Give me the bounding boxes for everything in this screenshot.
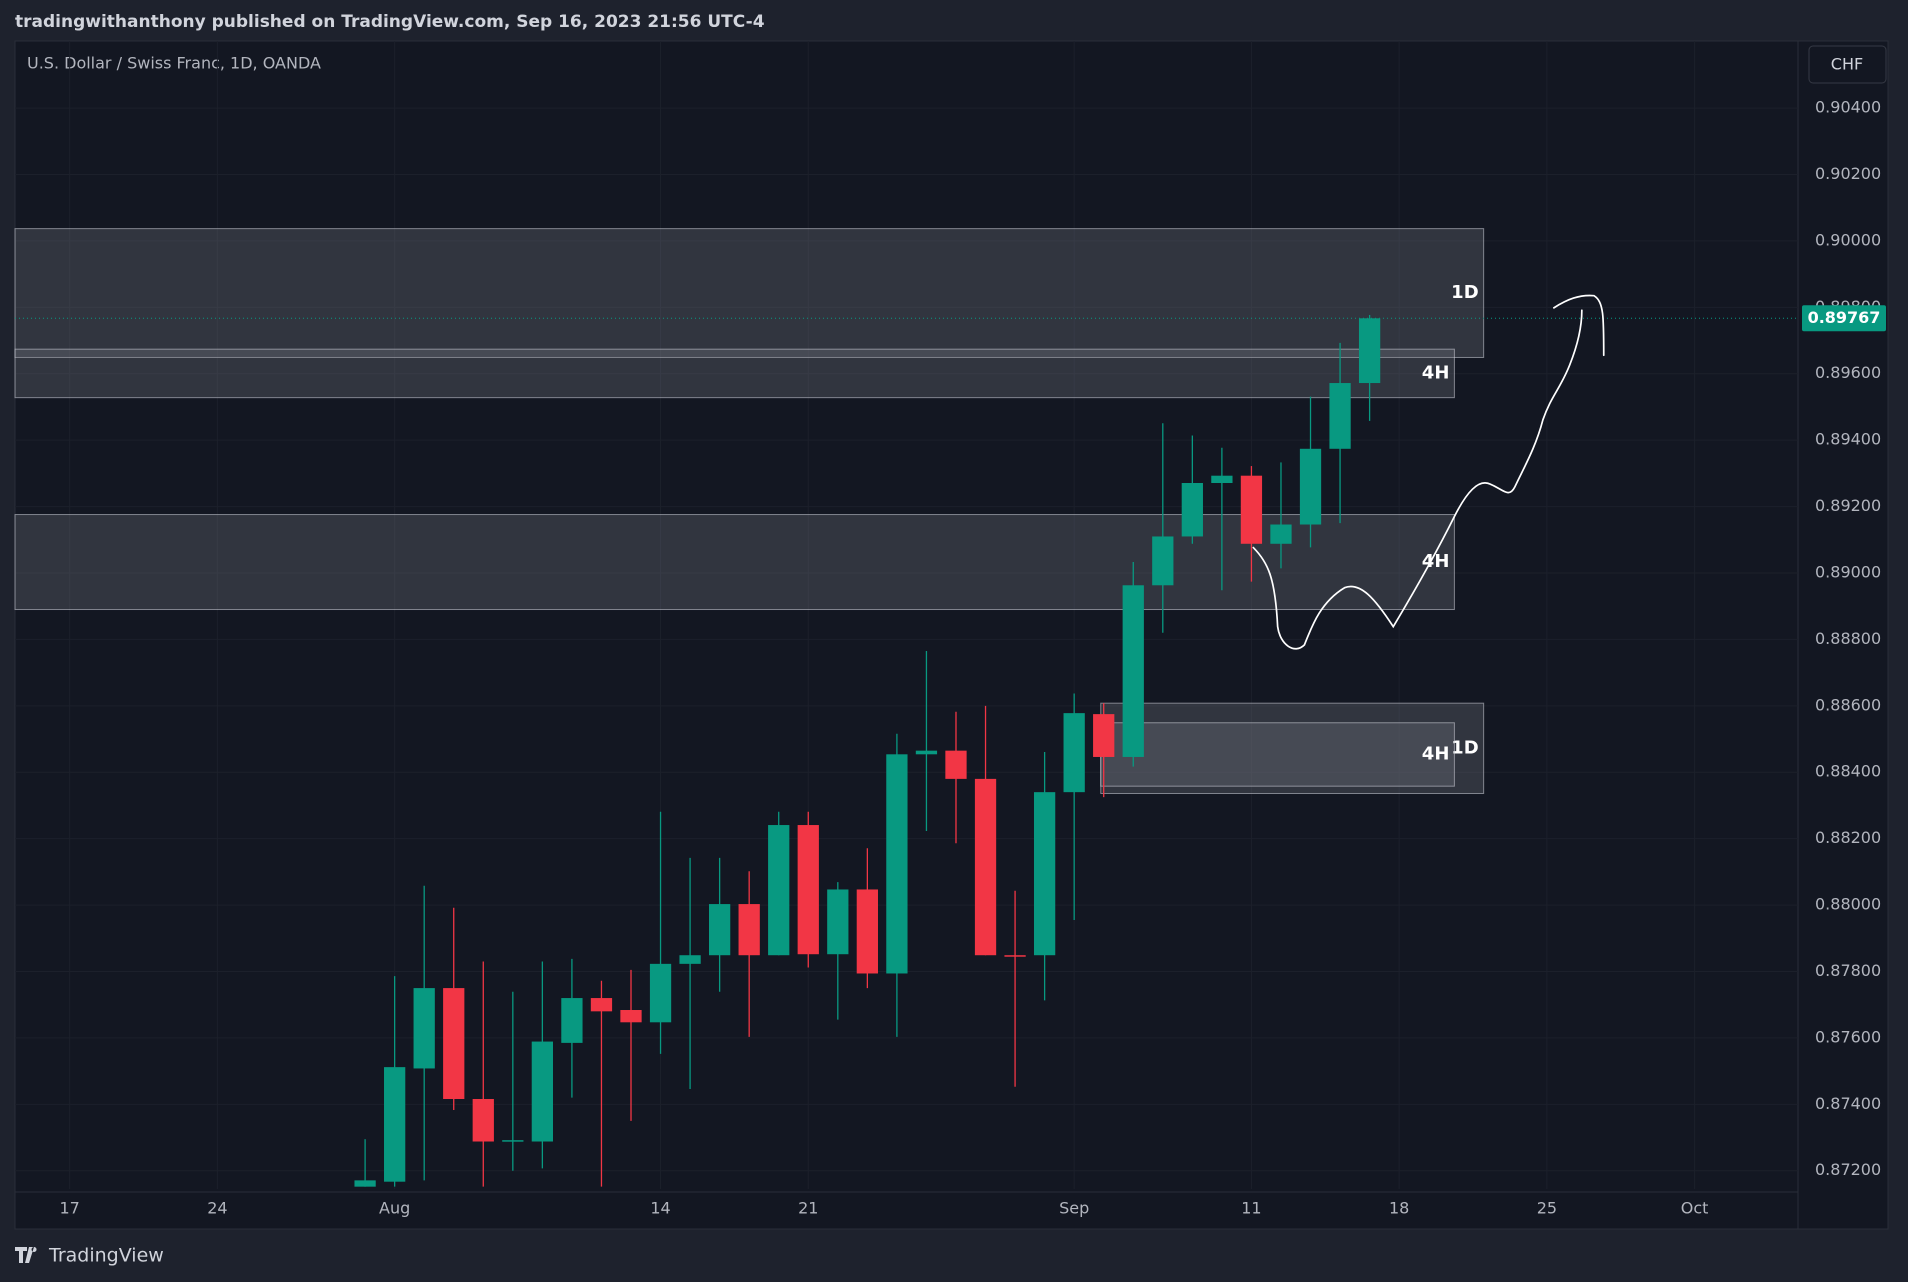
x-tick-label: Sep [1059, 1199, 1089, 1218]
x-tick-label: 17 [59, 1199, 79, 1218]
x-tick-label: 18 [1389, 1199, 1409, 1218]
candle-body [1270, 524, 1292, 544]
zone-label: 4H [1422, 743, 1450, 764]
last-price-tag [1802, 305, 1886, 332]
candle-body [797, 825, 819, 955]
candle-body [856, 889, 878, 974]
candle-body [472, 1099, 494, 1142]
candle-body [561, 998, 583, 1043]
candle-body [1358, 318, 1381, 384]
x-tick-label: 14 [650, 1199, 670, 1218]
candle-body [1093, 714, 1115, 757]
candle-body [590, 998, 613, 1012]
y-tick-label: 0.88000 [1815, 895, 1881, 914]
candle-body [1063, 713, 1085, 793]
zone [1100, 722, 1455, 787]
chart-title: U.S. Dollar / Swiss Franc, 1D, OANDA [27, 54, 321, 73]
candle-body [443, 988, 465, 1100]
x-tick-label: 11 [1241, 1199, 1261, 1218]
candle-body [738, 904, 760, 956]
candle-body [384, 1067, 406, 1182]
candle-body [974, 778, 997, 956]
y-tick-label: 0.90200 [1815, 164, 1881, 183]
candle-body [1152, 536, 1174, 586]
candle-body [679, 955, 701, 964]
candle-body [1211, 475, 1233, 483]
y-tick-label: 0.87600 [1815, 1027, 1881, 1046]
y-tick-label: 0.87800 [1815, 961, 1881, 980]
candle-body [413, 988, 435, 1069]
candle-body [354, 1180, 376, 1187]
brand: TradingView [48, 1245, 164, 1267]
x-tick-label: 25 [1537, 1199, 1557, 1218]
candle-body [915, 750, 938, 755]
logo-icon [15, 1247, 37, 1263]
candle-body [1122, 585, 1144, 757]
candle-body [945, 750, 967, 779]
candle-body [886, 754, 908, 974]
zone [14, 348, 1455, 399]
y-tick-label: 0.87200 [1815, 1160, 1881, 1179]
candle-body [768, 825, 790, 956]
candle-body [649, 963, 672, 1023]
zone [14, 514, 1455, 611]
zone-label: 1D [1451, 282, 1478, 303]
chart-panel [14, 40, 1889, 1230]
candle-body [531, 1041, 554, 1142]
zone [14, 228, 1485, 358]
candle-body [827, 889, 849, 955]
y-tick-label: 0.89200 [1815, 496, 1881, 515]
hand-drawing [1252, 294, 1605, 650]
logo: TradingView [15, 1245, 164, 1267]
plot-area: 0.904000.902000.900000.898000.896000.894… [14, 41, 1886, 1218]
currency-label[interactable]: CHF [1831, 55, 1863, 74]
y-tick-label: 0.88200 [1815, 828, 1881, 847]
candle-body [502, 1140, 524, 1142]
drawn-arrow [1252, 294, 1605, 650]
candle-body [708, 904, 731, 956]
x-tick-label: Aug [379, 1199, 410, 1218]
y-tick-label: 0.89600 [1815, 363, 1881, 382]
candle-body [1181, 482, 1203, 537]
y-tick-label: 0.89000 [1815, 562, 1881, 581]
y-tick-label: 0.88600 [1815, 695, 1881, 714]
candle-body [1299, 448, 1322, 525]
byline: tradingwithanthony published on TradingV… [15, 12, 765, 32]
y-tick-label: 0.90000 [1815, 230, 1881, 249]
x-tick-label: 21 [798, 1199, 818, 1218]
y-tick-label: 0.88400 [1815, 762, 1881, 781]
x-tick-label: 24 [207, 1199, 227, 1218]
last-price-label: 0.89767 [1808, 308, 1881, 327]
candle-body [1004, 955, 1026, 957]
candle-body [1329, 383, 1351, 449]
zone-label: 4H [1422, 362, 1450, 383]
x-tick-label: Oct [1681, 1199, 1709, 1218]
zone [1100, 702, 1485, 794]
candle-body [620, 1010, 642, 1023]
y-tick-label: 0.90400 [1815, 98, 1881, 117]
y-tick-label: 0.88800 [1815, 629, 1881, 648]
zone-label: 1D [1451, 737, 1478, 758]
candle-body [1240, 475, 1263, 544]
currency-button[interactable] [1808, 45, 1887, 84]
candle-body [1033, 792, 1056, 956]
y-tick-label: 0.87400 [1815, 1094, 1881, 1113]
y-tick-label: 0.89400 [1815, 430, 1881, 449]
